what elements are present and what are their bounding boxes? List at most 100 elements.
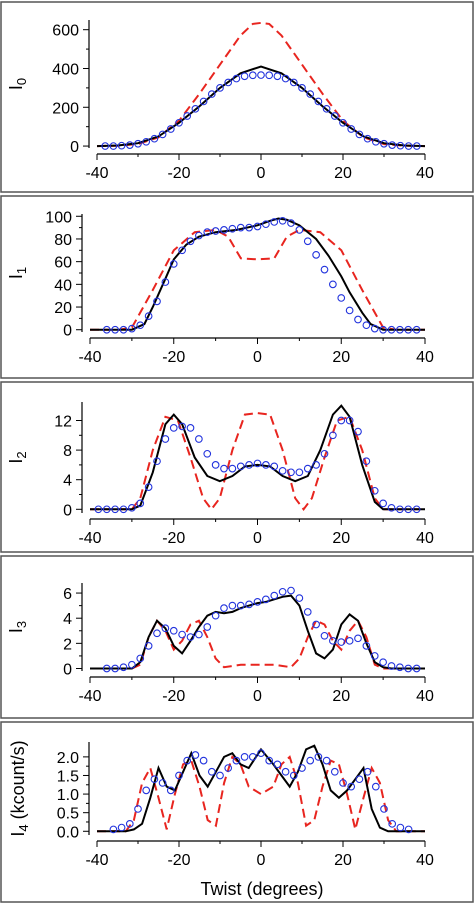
data-point [404, 142, 413, 150]
y-tick-label: 200 [52, 100, 79, 117]
series-measured-points [102, 216, 421, 334]
data-point [220, 464, 228, 473]
data-point [224, 764, 233, 772]
data-point [363, 767, 372, 776]
data-point [295, 226, 304, 234]
x-tick-label: -20 [162, 349, 185, 366]
panel-frame [0, 381, 474, 553]
x-tick-label: 40 [416, 165, 434, 182]
data-point [412, 142, 421, 150]
y-tick-label: 100 [45, 209, 72, 226]
data-point [183, 756, 192, 765]
data-point [257, 71, 265, 79]
x-tick-label: -20 [167, 165, 190, 182]
data-point [128, 324, 136, 333]
data-point [134, 805, 142, 813]
data-point [396, 325, 404, 334]
data-point [370, 486, 379, 495]
data-point [195, 630, 203, 639]
data-point [262, 461, 270, 469]
data-point [153, 457, 161, 466]
data-point [102, 505, 111, 514]
data-point [380, 139, 388, 148]
data-point [354, 315, 362, 324]
data-point [388, 819, 397, 828]
data-point [306, 90, 315, 98]
data-point [253, 459, 262, 468]
data-point [191, 751, 200, 759]
data-point [329, 280, 337, 289]
y-tick-label: 0 [70, 139, 79, 156]
data-point [329, 636, 337, 645]
data-point [287, 586, 295, 595]
data-point [270, 218, 279, 226]
y-tick-label: 4 [63, 473, 72, 490]
x-tick-label: 40 [416, 530, 434, 547]
data-point [380, 805, 388, 813]
data-point [314, 97, 323, 106]
series-measured-points [109, 749, 413, 834]
y-axis-label: I0 [6, 78, 29, 90]
data-point [354, 427, 362, 436]
x-tick-label: 20 [332, 530, 350, 547]
data-point [144, 312, 153, 320]
data-point [320, 265, 329, 274]
data-point [306, 756, 315, 765]
data-point [232, 756, 241, 765]
data-point [287, 219, 295, 227]
y-tick-label: 0.0 [57, 824, 79, 841]
data-point [136, 654, 145, 663]
data-point [371, 782, 380, 791]
data-point [287, 468, 295, 477]
data-point [102, 325, 111, 334]
series-solid-line [97, 744, 425, 833]
y-tick-label: 60 [54, 255, 72, 272]
x-tick-label: 0 [257, 852, 266, 869]
data-point [273, 72, 282, 81]
y-tick-label: 4 [63, 611, 72, 628]
y-tick-label: 400 [52, 61, 79, 78]
data-point [396, 663, 404, 672]
x-tick-label: 0 [253, 688, 262, 705]
y-tick-label: 2.0 [57, 750, 79, 767]
data-point [111, 325, 119, 334]
data-point [278, 466, 287, 475]
data-point [136, 499, 145, 508]
data-point [236, 223, 245, 232]
data-point [111, 505, 119, 514]
panel-1: -40 -20 0 20 40 0 20 40 60 80 100 I1 [0, 195, 474, 379]
y-tick-label: 0 [63, 661, 72, 678]
data-point [273, 760, 282, 769]
data-point [379, 499, 387, 508]
data-point [379, 325, 387, 334]
data-point [253, 598, 262, 606]
data-point [119, 325, 128, 334]
y-tick-label: 8 [63, 443, 72, 460]
series-dashed-line [90, 618, 425, 670]
data-point [339, 118, 347, 127]
data-point [303, 464, 312, 473]
data-point [240, 72, 249, 81]
data-point [289, 771, 298, 780]
data-point [312, 250, 320, 259]
data-point [347, 782, 356, 791]
series-measured-points [94, 416, 421, 514]
data-point [330, 112, 339, 120]
panel-3: -40 -20 0 20 40 0 2 4 6 I3 [0, 555, 474, 719]
data-point [220, 604, 228, 612]
data-point [178, 422, 186, 431]
panel-frame [0, 555, 474, 719]
data-point [161, 624, 170, 633]
data-point [128, 503, 136, 512]
data-point [216, 84, 224, 92]
data-point [347, 125, 356, 133]
data-point [195, 435, 203, 443]
x-tick-label: -40 [78, 349, 101, 366]
y-tick-label: 2 [63, 636, 72, 653]
y-axis-label: I1 [6, 267, 29, 279]
data-point [142, 137, 151, 146]
data-point [396, 823, 405, 832]
data-point [362, 457, 371, 466]
